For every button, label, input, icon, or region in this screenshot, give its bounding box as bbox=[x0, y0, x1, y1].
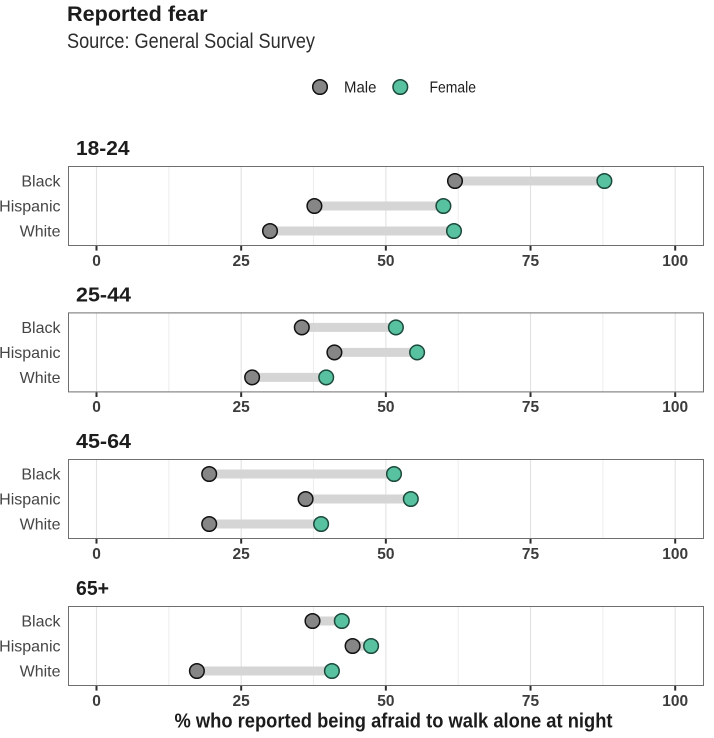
svg-text:White: White bbox=[20, 517, 61, 534]
svg-text:0: 0 bbox=[92, 399, 101, 416]
svg-text:18-24: 18-24 bbox=[76, 138, 130, 160]
svg-text:50: 50 bbox=[377, 546, 394, 563]
svg-text:25: 25 bbox=[233, 546, 251, 563]
svg-text:Black: Black bbox=[21, 467, 61, 484]
svg-text:White: White bbox=[20, 224, 61, 241]
svg-text:Source: General Social Survey: Source: General Social Survey bbox=[67, 29, 315, 53]
svg-text:100: 100 bbox=[662, 693, 688, 710]
svg-text:Hispanic: Hispanic bbox=[0, 492, 61, 509]
svg-text:100: 100 bbox=[662, 399, 688, 416]
svg-text:65+: 65+ bbox=[76, 578, 109, 600]
svg-text:Black: Black bbox=[21, 320, 61, 337]
svg-text:75: 75 bbox=[522, 546, 540, 563]
svg-text:Reported fear: Reported fear bbox=[67, 2, 208, 26]
svg-text:0: 0 bbox=[92, 546, 101, 563]
svg-text:25: 25 bbox=[233, 693, 251, 710]
svg-text:25-44: 25-44 bbox=[76, 284, 132, 306]
svg-text:0: 0 bbox=[92, 693, 101, 710]
svg-text:50: 50 bbox=[377, 399, 394, 416]
svg-text:25: 25 bbox=[233, 399, 251, 416]
svg-text:75: 75 bbox=[522, 693, 540, 710]
svg-text:0: 0 bbox=[92, 253, 101, 270]
svg-text:100: 100 bbox=[662, 546, 688, 563]
svg-text:75: 75 bbox=[522, 253, 540, 270]
svg-text:50: 50 bbox=[377, 693, 394, 710]
svg-text:% who reported being afraid to: % who reported being afraid to walk alon… bbox=[175, 711, 613, 733]
svg-text:Hispanic: Hispanic bbox=[0, 639, 61, 656]
svg-text:Hispanic: Hispanic bbox=[0, 199, 61, 216]
svg-text:White: White bbox=[20, 664, 61, 681]
svg-text:Black: Black bbox=[21, 614, 61, 631]
svg-text:45-64: 45-64 bbox=[76, 431, 132, 453]
svg-text:Black: Black bbox=[21, 174, 61, 191]
svg-text:Hispanic: Hispanic bbox=[0, 345, 61, 362]
svg-text:Male: Male bbox=[344, 80, 376, 97]
svg-text:75: 75 bbox=[522, 399, 540, 416]
svg-text:25: 25 bbox=[233, 253, 251, 270]
svg-text:100: 100 bbox=[662, 253, 688, 270]
svg-text:White: White bbox=[20, 370, 61, 387]
svg-text:Female: Female bbox=[430, 80, 477, 97]
svg-text:50: 50 bbox=[377, 253, 394, 270]
